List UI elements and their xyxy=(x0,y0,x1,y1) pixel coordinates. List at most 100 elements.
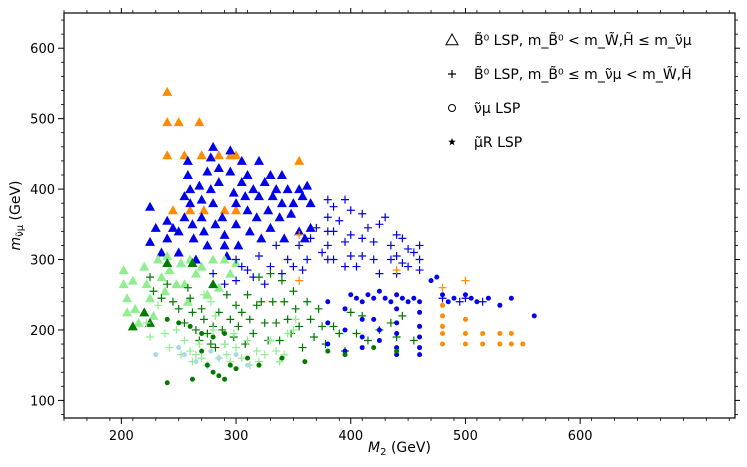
data-point xyxy=(185,198,196,208)
data-point xyxy=(417,352,423,358)
data-point xyxy=(399,295,405,301)
data-point xyxy=(130,303,141,313)
data-point xyxy=(203,329,212,338)
data-point xyxy=(173,226,184,236)
data-point xyxy=(371,345,377,351)
data-point xyxy=(245,355,251,361)
data-point xyxy=(254,252,263,260)
y-axis-unit: (GeV) xyxy=(8,180,24,224)
data-point xyxy=(256,362,262,368)
data-point xyxy=(440,313,446,319)
data-point xyxy=(325,348,331,354)
data-point xyxy=(225,145,236,155)
data-point xyxy=(118,265,129,275)
data-point xyxy=(148,310,159,320)
data-point xyxy=(193,359,199,365)
data-point xyxy=(375,269,384,278)
data-point xyxy=(295,276,304,285)
data-point xyxy=(265,170,276,179)
green-circle-series xyxy=(164,316,400,386)
data-point xyxy=(204,362,210,368)
data-point xyxy=(139,307,150,317)
data-point xyxy=(259,177,270,187)
data-point xyxy=(195,340,204,349)
data-point xyxy=(222,330,228,336)
data-point xyxy=(236,155,247,165)
data-point xyxy=(216,355,222,361)
data-point xyxy=(187,219,198,229)
data-point xyxy=(179,191,190,201)
orange-plus-series xyxy=(295,230,470,292)
data-point xyxy=(197,354,206,363)
data-point xyxy=(243,290,252,299)
data-point xyxy=(156,272,167,282)
data-point xyxy=(173,247,184,257)
data-point xyxy=(196,212,207,222)
data-point xyxy=(282,184,293,194)
green-triangle-series xyxy=(127,258,219,331)
data-point xyxy=(440,292,446,298)
data-point xyxy=(225,268,236,278)
data-point xyxy=(208,198,219,208)
data-point xyxy=(415,241,424,250)
data-point xyxy=(194,180,205,190)
data-point xyxy=(257,297,266,306)
data-point xyxy=(318,248,327,257)
data-point xyxy=(171,279,182,289)
data-point xyxy=(220,280,229,289)
data-point xyxy=(440,323,446,329)
data-point xyxy=(394,320,400,326)
data-point xyxy=(139,261,150,271)
data-point xyxy=(163,280,172,289)
data-point xyxy=(325,320,331,326)
data-point xyxy=(369,237,378,246)
data-point xyxy=(176,320,182,326)
data-point xyxy=(392,266,401,275)
data-point xyxy=(249,329,258,338)
data-point xyxy=(286,208,297,218)
data-point xyxy=(266,269,275,278)
data-point xyxy=(342,327,348,333)
data-point xyxy=(409,336,418,345)
data-point xyxy=(298,266,307,275)
data-point xyxy=(462,316,468,322)
data-point xyxy=(186,294,195,303)
data-point xyxy=(199,348,205,354)
data-point xyxy=(275,336,284,345)
data-point xyxy=(176,345,182,351)
data-point xyxy=(295,322,304,331)
data-point xyxy=(386,241,395,250)
data-point xyxy=(398,259,407,268)
data-point xyxy=(156,247,167,257)
data-point xyxy=(185,205,196,215)
legend-marker xyxy=(448,70,456,78)
data-point xyxy=(392,230,401,239)
legend-label: B̃⁰ LSP, m_B̃⁰ ≤ m_ν̃μ < m_W̃,H̃ xyxy=(474,66,692,83)
data-point xyxy=(461,276,470,285)
data-point xyxy=(359,299,365,305)
data-point xyxy=(451,295,457,301)
data-point xyxy=(299,233,310,243)
data-point xyxy=(474,299,480,305)
data-point xyxy=(323,241,332,250)
data-point xyxy=(233,352,239,358)
data-point xyxy=(118,279,129,289)
data-point xyxy=(248,184,259,194)
data-point xyxy=(363,223,372,232)
data-point xyxy=(303,297,312,306)
data-point xyxy=(376,288,382,294)
data-point xyxy=(180,336,189,345)
data-point xyxy=(219,205,230,215)
data-point xyxy=(415,255,424,264)
y-tick-label: 200 xyxy=(30,324,55,339)
x-axis-label: M2 (GeV) xyxy=(368,440,431,458)
data-point xyxy=(167,205,178,215)
data-point xyxy=(353,295,359,301)
plot-frame xyxy=(63,12,736,419)
legend-marker xyxy=(445,32,459,46)
data-point xyxy=(227,362,233,368)
data-point xyxy=(142,318,151,327)
data-point xyxy=(388,299,394,305)
data-point xyxy=(363,336,372,345)
data-point xyxy=(164,265,175,275)
